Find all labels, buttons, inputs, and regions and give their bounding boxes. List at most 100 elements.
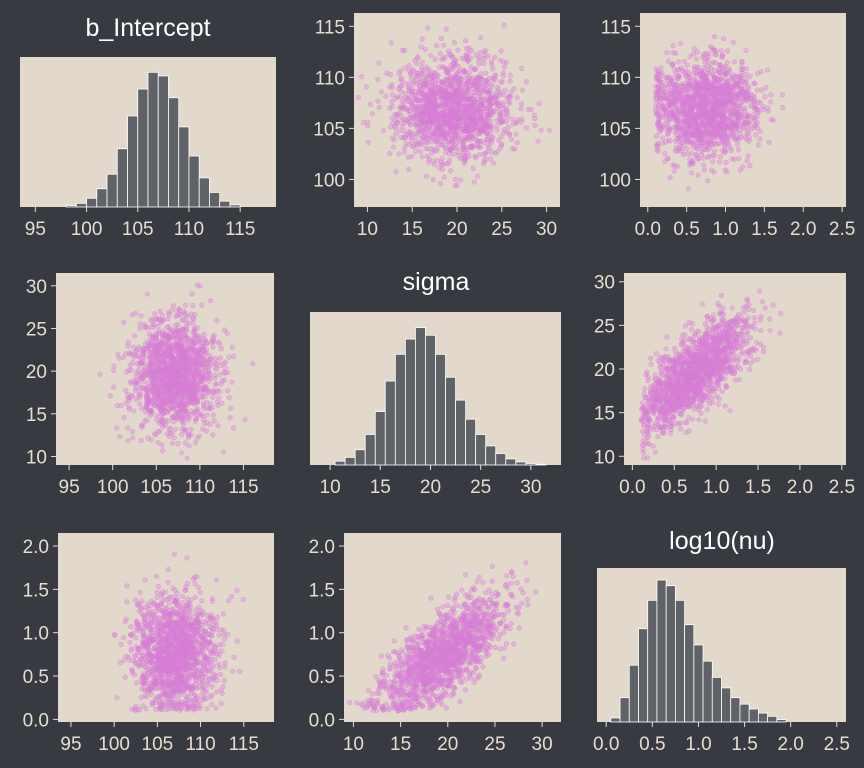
scatter-point <box>136 380 142 386</box>
scatter-point <box>369 111 376 117</box>
scatter-point <box>164 324 170 330</box>
scatter-point <box>518 106 524 112</box>
histogram-bar <box>147 71 159 208</box>
scatter-point <box>359 74 365 80</box>
scatter-point <box>733 121 739 128</box>
scatter-point <box>188 371 194 378</box>
scatter-point <box>735 147 742 153</box>
scatter-point <box>728 112 735 118</box>
scatter-point <box>447 168 454 174</box>
scatter-point <box>470 127 476 133</box>
scatter-point <box>496 137 502 144</box>
scatter-point <box>215 423 221 429</box>
scatter-point <box>365 123 371 129</box>
scatter-point <box>219 400 225 406</box>
scatter-point <box>126 367 132 373</box>
scatter-point <box>487 95 493 101</box>
histogram-bar <box>374 411 386 466</box>
scatter-point <box>689 170 695 176</box>
scatter-point <box>433 116 439 122</box>
scatter-point <box>459 69 466 76</box>
scatter-point <box>409 90 415 96</box>
scatter-point <box>178 431 185 438</box>
scatter-point <box>212 365 219 371</box>
scatter-point <box>536 101 542 107</box>
scatter-point <box>425 25 431 31</box>
scatter-point <box>677 134 683 140</box>
x-ticks: 95 100 105 110 115 <box>25 207 255 240</box>
scatter-point <box>483 136 490 142</box>
scatter-point <box>691 64 697 70</box>
scatter-point <box>447 74 453 80</box>
scatter-point <box>481 86 487 92</box>
scatter-point <box>148 437 154 443</box>
scatter-point <box>177 311 183 318</box>
scatter-point <box>492 54 498 60</box>
scatter-point <box>756 108 762 115</box>
scatter-point <box>192 408 199 414</box>
scatter-point <box>678 96 685 103</box>
scatter-point <box>709 142 716 148</box>
scatter-point <box>489 62 495 68</box>
scatter-point <box>127 351 133 357</box>
scatter-point <box>391 137 397 143</box>
scatter-point <box>443 120 449 126</box>
scatter-point <box>186 388 192 394</box>
scatter-point <box>710 90 717 97</box>
scatter-point <box>684 100 690 106</box>
scatter-point <box>185 434 192 440</box>
scatter-point <box>199 302 205 308</box>
scatter-point <box>410 116 416 122</box>
scatter-point <box>455 152 461 158</box>
scatter-point <box>107 393 113 399</box>
scatter-point <box>166 311 172 317</box>
scatter-point <box>183 327 190 333</box>
scatter-point <box>509 116 515 122</box>
scatter-point <box>133 387 139 393</box>
scatter-point <box>691 70 697 76</box>
scatter-point <box>666 116 673 123</box>
scatter-point <box>433 43 440 49</box>
scatter-point <box>211 372 218 378</box>
histogram-bar <box>535 463 547 466</box>
scatter-point <box>228 405 234 411</box>
scatter-point <box>427 115 433 121</box>
scatter-point <box>227 415 233 421</box>
scatter-point <box>399 47 406 53</box>
scatter-point <box>158 416 165 422</box>
scatter-point <box>215 339 222 345</box>
scatter-point <box>681 125 687 131</box>
scatter-point <box>203 384 209 390</box>
x-tick-label: 25 <box>470 477 491 498</box>
scatter-point <box>768 116 774 122</box>
scatter-point <box>483 70 489 76</box>
scatter-point <box>192 440 199 446</box>
scatter-point <box>149 385 156 391</box>
scatter-point <box>150 321 156 327</box>
scatter-point <box>743 47 749 54</box>
scatter-point <box>435 94 441 100</box>
y-tick-label: 30 <box>26 277 47 298</box>
scatter-point <box>448 96 454 103</box>
scatter-point <box>230 353 237 359</box>
x-tick-label: 10 <box>320 477 341 498</box>
scatter-point <box>136 394 142 401</box>
scatter-point <box>730 88 736 94</box>
scatter-point <box>709 45 715 51</box>
scatter-point <box>159 448 166 454</box>
scatter-point <box>200 400 206 406</box>
scatter-point <box>671 168 677 174</box>
scatter-point <box>491 160 497 166</box>
scatter-point <box>144 291 150 297</box>
scatter-point <box>707 138 713 144</box>
scatter-point <box>752 123 758 129</box>
scatter-point <box>194 435 200 441</box>
scatter-point <box>172 379 178 385</box>
scatter-point <box>486 75 493 81</box>
scatter-point <box>722 139 728 145</box>
scatter-point <box>424 135 430 142</box>
histogram-bar <box>137 88 149 208</box>
scatter-point <box>422 73 429 79</box>
scatter-point <box>194 282 200 288</box>
scatter-point <box>376 60 382 66</box>
